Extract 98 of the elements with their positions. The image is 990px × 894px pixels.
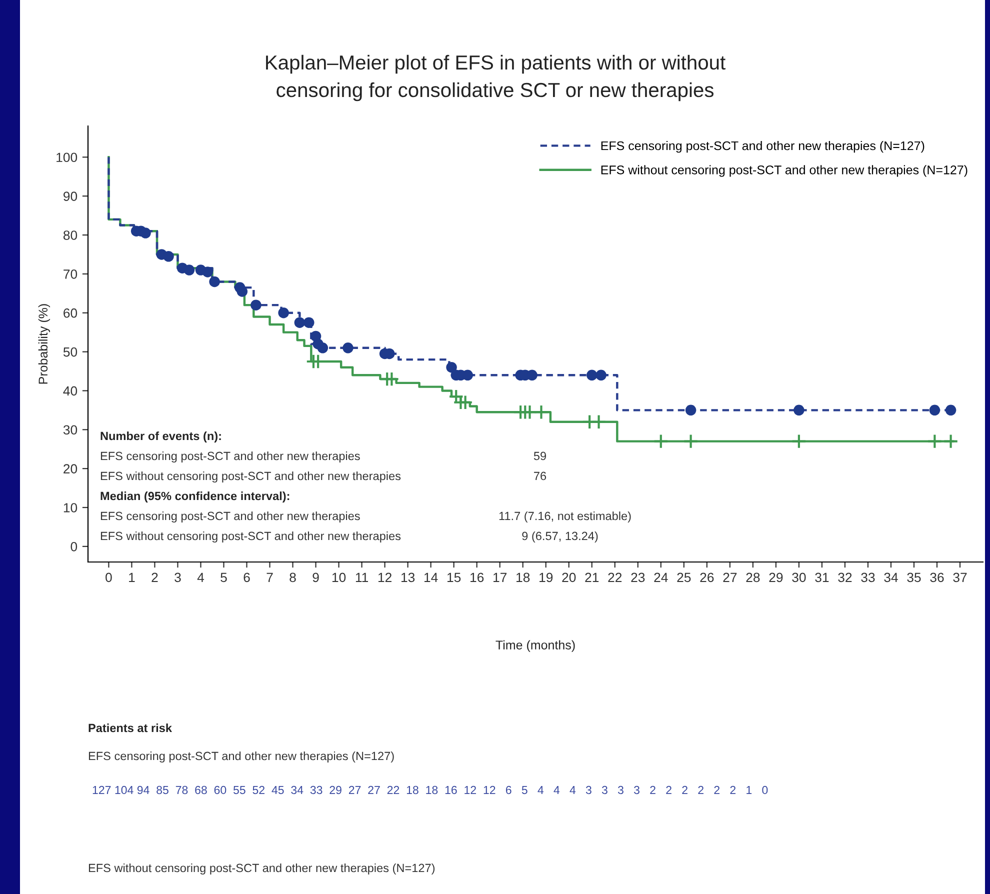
- annotation: 11.7 (7.16, not estimable): [499, 511, 631, 522]
- x-tick-label: 29: [769, 572, 783, 582]
- x-tick-label: 13: [401, 572, 415, 582]
- x-tick-label: 30: [792, 572, 806, 582]
- point: [522, 404, 538, 420]
- x-tick-label: 26: [700, 572, 714, 582]
- point: [250, 300, 262, 310]
- x-tick-label: 11: [356, 572, 368, 582]
- point: [209, 276, 220, 288]
- y-tick-label: 80: [63, 230, 78, 240]
- annotation: EFS without censoring post-SCT and other new therapies: [100, 472, 401, 483]
- point: [534, 404, 549, 420]
- point: [202, 266, 214, 278]
- x-tick-label: 8: [290, 572, 296, 582]
- point: [943, 434, 958, 449]
- x-tick-label: 24: [654, 572, 668, 582]
- point: [945, 404, 956, 416]
- x-tick-label: 35: [907, 572, 921, 582]
- y-tick-label: 40: [63, 386, 78, 396]
- point: [184, 264, 195, 276]
- x-tick-label: 0: [106, 572, 112, 582]
- y-tick-label: 70: [64, 269, 78, 279]
- legend-label: EFS without censoring post-SCT and other new therapies (N=127): [601, 165, 968, 177]
- point: [446, 362, 457, 373]
- point: [458, 394, 473, 410]
- point: [448, 388, 464, 404]
- point: [317, 342, 328, 354]
- x-tick-label: 14: [424, 572, 438, 582]
- y-tick-label: 60: [64, 308, 78, 318]
- text: EFS censoring post-SCT and other new therapies (N=127): [88, 751, 394, 762]
- annotation: 59: [534, 452, 546, 460]
- point: [591, 414, 606, 430]
- annotation: 9 (6.57, 13.24): [522, 531, 598, 542]
- point: [236, 286, 248, 297]
- x-tick-label: 16: [470, 572, 484, 582]
- annotation: Number of events (n):: [100, 431, 221, 443]
- point: [140, 228, 151, 238]
- y-tick-label: 10: [64, 503, 78, 512]
- point: [683, 434, 698, 449]
- annotation: EFS censoring post-SCT and other new therapies: [100, 451, 360, 463]
- y-tick-label: 0: [70, 542, 78, 552]
- x-tick-label: 17: [494, 572, 507, 582]
- annotation: EFS censoring post-SCT and other new therapies: [100, 511, 360, 523]
- x-tick-label: 19: [540, 572, 553, 582]
- y-tick-label: 30: [63, 425, 78, 435]
- x-tick-label: 15: [447, 572, 461, 582]
- x-tick-label: 7: [266, 572, 273, 582]
- point: [653, 434, 669, 449]
- x-tick-label: 3: [174, 572, 181, 582]
- x-tick-label: 4: [197, 572, 204, 582]
- y-tick-label: 50: [63, 347, 78, 357]
- point: [384, 371, 400, 387]
- point: [685, 404, 696, 416]
- point: [278, 307, 289, 318]
- x-tick-label: 23: [631, 572, 645, 582]
- text: 127 104 94 85 78 68 60 55 52 45 34 33 29 27 27 22 18 18 16 12 12 6 5 4 4 4 3 3 3 3 2 2 2 2 2 2 1 0: [92, 786, 768, 794]
- y-tick-label: 100: [56, 152, 78, 162]
- y-tick-label: 90: [64, 192, 78, 201]
- x-tick-label: 12: [378, 572, 392, 582]
- point: [927, 434, 942, 449]
- x-tick-label: 21: [585, 572, 599, 582]
- x-tick-label: 28: [746, 572, 760, 582]
- y-tick-label: 20: [64, 464, 78, 474]
- point: [929, 404, 940, 416]
- x-tick-label: 34: [884, 572, 898, 582]
- point: [294, 317, 306, 328]
- x-tick-label: 5: [220, 572, 227, 582]
- point: [794, 404, 804, 416]
- x-tick-label: 33: [861, 572, 875, 582]
- annotation: 76: [534, 472, 546, 480]
- x-tick-label: 10: [332, 572, 346, 582]
- x-tick-label: 37: [953, 572, 967, 582]
- x-axis-title: Time (months): [496, 640, 575, 652]
- x-tick-label: 18: [516, 572, 530, 582]
- x-tick-label: 32: [838, 572, 852, 582]
- text: Patients at risk: [88, 723, 172, 732]
- point: [303, 317, 314, 328]
- x-tick-label: 2: [152, 572, 158, 582]
- y-axis-title: Probability (%): [38, 304, 50, 384]
- x-tick-label: 36: [930, 572, 944, 582]
- x-tick-label: 6: [244, 572, 250, 582]
- text: EFS without censoring post-SCT and other new therapies (N=127): [88, 863, 435, 875]
- x-tick-label: 27: [723, 572, 737, 582]
- point: [586, 370, 598, 381]
- annotation: EFS without censoring post-SCT and other new therapies: [100, 531, 401, 543]
- x-tick-label: 9: [312, 572, 319, 582]
- x-tick-label: 1: [129, 572, 135, 582]
- annotation: Median (95% confidence interval):: [100, 491, 290, 503]
- x-tick-label: 31: [815, 572, 829, 582]
- x-tick-label: 22: [608, 572, 622, 582]
- point: [342, 342, 354, 354]
- point: [791, 434, 807, 449]
- x-tick-label: 25: [677, 572, 691, 582]
- legend-label: EFS censoring post-SCT and other new therapies (N=127): [601, 141, 924, 153]
- x-tick-label: 20: [562, 572, 576, 582]
- point: [163, 251, 174, 262]
- chart-title: Kaplan–Meier plot of EFS in patients with or without censoring for consolidative SCT or new therapies: [266, 54, 726, 102]
- point: [596, 370, 606, 381]
